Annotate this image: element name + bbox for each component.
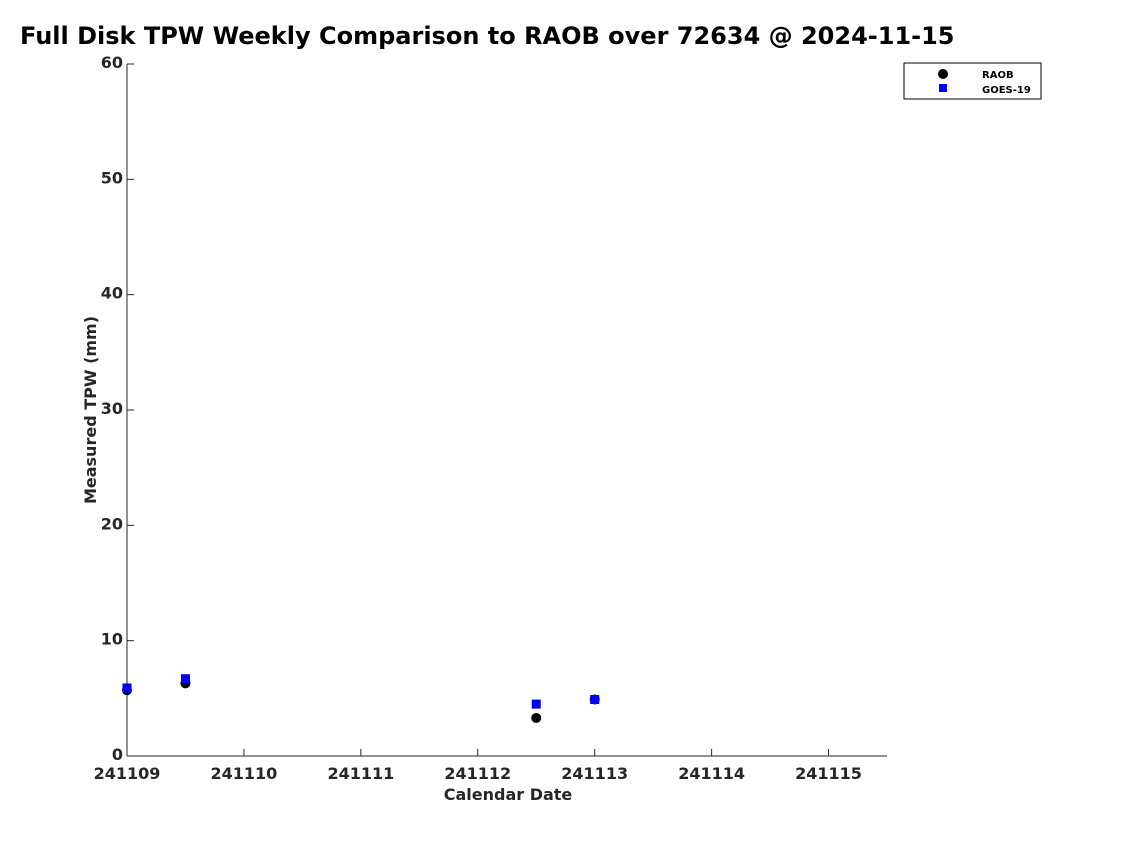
goes-19-point	[122, 683, 132, 693]
x-tick-label: 241109	[94, 764, 161, 783]
x-axis-label: Calendar Date	[444, 785, 573, 804]
x-tick-label: 241111	[327, 764, 394, 783]
goes-19-point	[590, 694, 600, 704]
axes: 0 10 20 30 40 50 60 241109 241110 241111 241112 241…	[94, 53, 887, 783]
legend-box	[903, 62, 1042, 100]
legend-raob-label: RAOB	[982, 70, 1014, 81]
y-axis-label: Measured TPW (mm)	[81, 316, 100, 504]
x-tick-label: 241114	[678, 764, 745, 783]
legend-goes-label: GOES-19	[982, 85, 1031, 96]
y-tick-label: 10	[101, 630, 123, 649]
x-tick-label: 241115	[795, 764, 862, 783]
y-tick-label: 20	[101, 514, 123, 533]
y-tick-label: 60	[101, 53, 123, 72]
x-tick-label: 241110	[211, 764, 278, 783]
x-tick-label: 241112	[444, 764, 511, 783]
legend-raob-marker	[938, 69, 948, 79]
legend: RAOB GOES-19	[903, 62, 1042, 100]
x-tick-label: 241113	[561, 764, 628, 783]
y-tick-label: 40	[101, 284, 123, 303]
goes-19-point	[180, 674, 190, 684]
data-marks	[122, 674, 600, 723]
y-tick-label: 50	[101, 168, 123, 187]
raob-point	[531, 712, 542, 723]
chart-title: Full Disk TPW Weekly Comparison to RAOB …	[20, 22, 955, 50]
legend-goes-marker	[939, 84, 947, 92]
y-tick-label: 30	[101, 399, 123, 418]
y-tick-label: 0	[112, 745, 123, 764]
goes-19-point	[531, 699, 541, 709]
